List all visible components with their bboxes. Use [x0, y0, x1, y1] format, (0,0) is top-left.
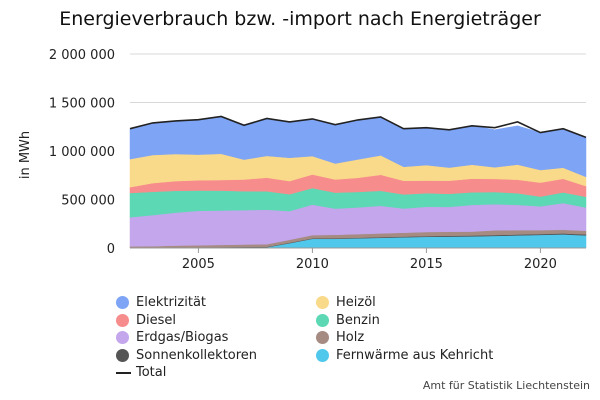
legend-item[interactable]: Holz [316, 330, 364, 345]
legend-label: Elektrizität [136, 295, 207, 310]
legend-dot-marker [316, 296, 329, 309]
legend-dot-marker [116, 348, 129, 362]
y-tick-label: 2 000 000 [49, 48, 115, 63]
y-axis-label: in MWh [18, 131, 33, 179]
legend-item[interactable]: Erdgas/Biogas [116, 330, 228, 345]
legend-dot-marker [316, 348, 329, 362]
y-tick-label: 1 000 000 [49, 145, 115, 160]
legend-item[interactable]: Diesel [116, 313, 176, 328]
legend-dot-marker [316, 331, 329, 344]
legend-dot-marker [116, 331, 129, 344]
chart-title: Energieverbrauch bzw. -import nach Energ… [59, 8, 541, 30]
legend-item[interactable]: Total [116, 365, 166, 380]
legend-label: Sonnenkollektoren [136, 347, 258, 363]
legend-item[interactable]: Fernwärme aus Kehricht [316, 348, 493, 363]
area-layer [129, 116, 587, 249]
total-layer [129, 115, 587, 139]
legend-item[interactable]: Benzin [316, 313, 380, 328]
legend-label: Holz [336, 330, 365, 345]
legend-label: Benzin [336, 312, 380, 328]
legend-item[interactable]: Sonnenkollektoren [116, 348, 257, 363]
x-tick-label: 2010 [296, 257, 329, 272]
x-tick-label: 2020 [524, 257, 557, 272]
y-tick-label: 500 000 [61, 194, 115, 209]
total-line [129, 115, 587, 139]
legend-dot-marker [116, 296, 129, 309]
axis-layer: 0 500 000 1 000 000 1 500 000 2 000 000 2005 2… [49, 48, 586, 272]
legend-label: Erdgas/Biogas [136, 330, 229, 345]
legend-label: Total [136, 365, 167, 380]
legend-line-marker [116, 371, 131, 374]
x-tick-label: 2005 [182, 257, 215, 272]
legend-label: Heizöl [336, 295, 376, 310]
source-credit: Amt für Statistik Liechtenstein [422, 379, 590, 392]
legend-label: Diesel [136, 312, 177, 328]
x-tick-label: 2015 [410, 257, 443, 272]
legend-dot-marker [116, 313, 129, 327]
legend-label: Fernwärme aus Kehricht [336, 347, 494, 363]
legend-item[interactable]: Elektrizität [116, 295, 206, 310]
y-tick-label: 1 500 000 [49, 97, 115, 112]
legend-dot-marker [316, 313, 329, 327]
y-tick-label: 0 [107, 242, 115, 257]
legend-item[interactable]: Heizöl [316, 295, 376, 310]
